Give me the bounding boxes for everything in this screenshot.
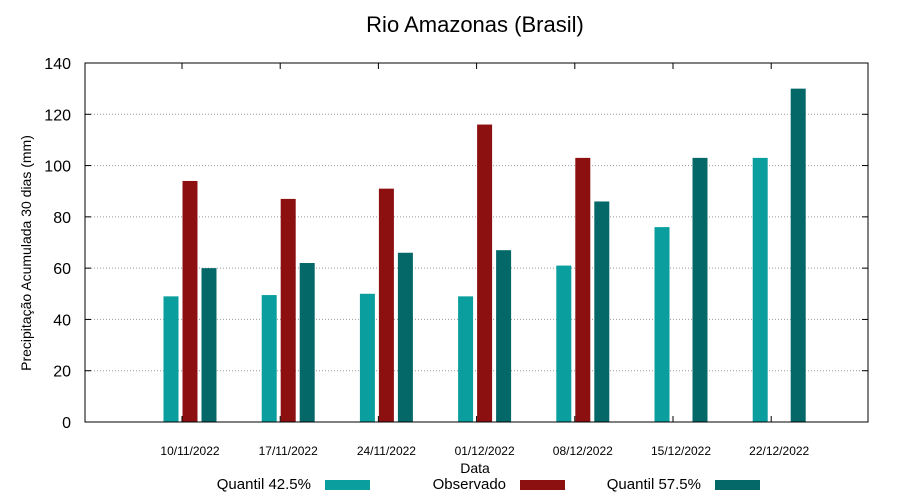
- x-tick-label: 24/11/2022: [357, 444, 416, 458]
- x-tick-label: 17/11/2022: [259, 444, 318, 458]
- bar-quantil-42-5--3: [458, 296, 474, 422]
- bar-quantil-42-5--1: [261, 295, 277, 422]
- bar-quantil-42-5--0: [163, 296, 179, 422]
- y-tick-label: 100: [44, 159, 71, 176]
- y-tick-label: 80: [53, 210, 71, 227]
- legend-label: Quantil 57.5%: [607, 476, 701, 493]
- legend-swatch: [325, 480, 370, 490]
- y-tick-label: 0: [62, 415, 71, 432]
- bar-quantil-42-5--4: [556, 265, 572, 422]
- x-axis-ticks: 10/11/2022 17/11/2022 24/11/2022 01/12/2022…: [160, 63, 810, 458]
- bar-observado-3: [477, 124, 493, 423]
- bar-quantil-57-5--0: [201, 268, 217, 422]
- legend-label: Quantil 42.5%: [217, 476, 311, 493]
- bars: [163, 88, 806, 423]
- y-tick-label: 120: [44, 107, 71, 124]
- y-axis-ticks: 0 20 40 60 80 100 120 140: [44, 56, 868, 432]
- x-tick-label: 10/11/2022: [160, 444, 219, 458]
- chart-title: Rio Amazonas (Brasil): [366, 12, 584, 37]
- x-tick-label: 22/12/2022: [749, 444, 809, 458]
- y-axis-label: Precipitação Acumulada 30 dias (mm): [18, 135, 34, 371]
- bar-quantil-57-5--1: [299, 263, 315, 422]
- bar-quantil-57-5--5: [692, 157, 708, 422]
- legend-swatch: [520, 480, 565, 490]
- bar-observado-1: [280, 198, 296, 422]
- x-tick-label: 15/12/2022: [651, 444, 711, 458]
- bar-quantil-57-5--4: [594, 201, 610, 422]
- bar-observado-0: [182, 180, 198, 422]
- x-axis-label: Data: [460, 460, 490, 476]
- bar-quantil-57-5--3: [496, 250, 512, 422]
- legend: Quantil 42.5% Observado Quantil 57.5%: [217, 476, 760, 493]
- x-tick-label: 01/12/2022: [455, 444, 515, 458]
- y-tick-label: 20: [53, 364, 71, 381]
- bar-quantil-42-5--6: [752, 157, 768, 422]
- y-tick-label: 60: [53, 261, 71, 278]
- bar-quantil-57-5--2: [397, 252, 413, 422]
- bar-quantil-57-5--6: [790, 88, 806, 423]
- bar-quantil-42-5--2: [359, 293, 375, 422]
- x-tick-label: 08/12/2022: [553, 444, 613, 458]
- y-tick-label: 140: [44, 56, 71, 73]
- y-tick-label: 40: [53, 312, 71, 329]
- legend-label: Observado: [433, 476, 506, 493]
- legend-swatch: [715, 480, 760, 490]
- bar-observado-4: [575, 157, 591, 422]
- bar-quantil-42-5--5: [654, 227, 670, 422]
- bar-observado-2: [378, 188, 394, 422]
